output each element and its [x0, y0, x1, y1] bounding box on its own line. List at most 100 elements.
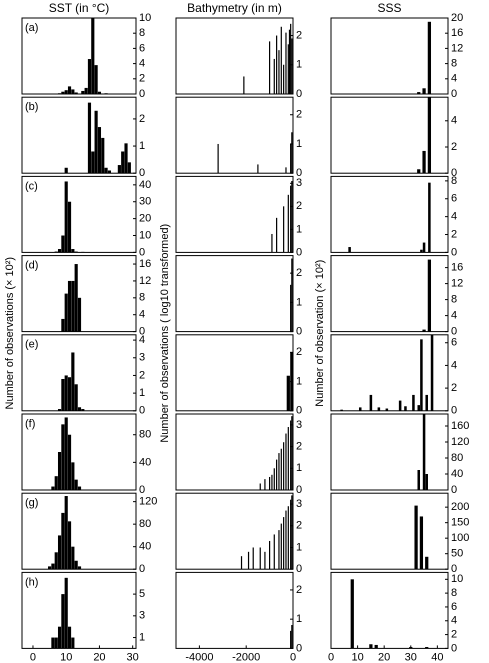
y-tick-label: 8: [139, 27, 145, 39]
panel-frame: [21, 96, 137, 174]
y-tick-label: 0: [296, 405, 302, 417]
panel-label: (d): [25, 260, 38, 272]
bar: [417, 405, 421, 411]
y-tick-label: 40: [139, 541, 151, 553]
bar: [291, 625, 293, 649]
x-tick-label: 30: [127, 651, 139, 663]
bar: [71, 280, 75, 332]
y-tick-label: 4: [451, 310, 457, 322]
bar: [127, 162, 131, 174]
bar: [377, 407, 381, 411]
bar: [257, 164, 259, 174]
y-tick-label: 0: [296, 167, 302, 179]
y-tick-label: 8: [451, 294, 457, 306]
bar: [64, 181, 68, 253]
y-axis-label: Number of observation (× 10²): [314, 260, 326, 407]
bar: [276, 217, 278, 253]
x-tick-label: 10: [351, 651, 363, 663]
bar: [61, 91, 65, 94]
panel-frame: [330, 334, 449, 412]
bar: [51, 486, 55, 490]
bar: [285, 510, 287, 570]
y-tick-label: 1: [296, 223, 302, 235]
y-tick-label: 1: [139, 631, 145, 643]
bar: [71, 637, 75, 649]
y-tick-label: 16: [139, 258, 151, 270]
bar: [74, 479, 78, 490]
bar: [285, 433, 287, 490]
x-tick-label: 0: [290, 651, 296, 663]
bar: [427, 259, 432, 332]
bar: [74, 264, 78, 332]
bar: [291, 416, 293, 490]
y-tick-label: 4: [139, 58, 145, 70]
bar: [243, 76, 245, 94]
panel-frame: [175, 96, 294, 174]
bar: [57, 409, 62, 411]
panel-frame: [175, 17, 294, 95]
bar: [283, 206, 285, 253]
panel-frame: [175, 492, 294, 570]
y-tick-label: 80: [139, 429, 151, 441]
bar: [74, 251, 78, 253]
bar: [81, 251, 85, 253]
bar: [81, 409, 85, 411]
y-tick-label: 0: [451, 642, 457, 654]
y-tick-label: 150: [451, 517, 469, 529]
panel-frame: [175, 175, 294, 253]
y-tick-label: 0: [139, 484, 145, 496]
y-tick-label: 30: [139, 196, 151, 208]
bar: [57, 626, 62, 649]
panel-frame: [330, 492, 449, 570]
bar: [374, 644, 378, 649]
y-tick-label: 2: [296, 440, 302, 452]
bar: [67, 201, 72, 253]
bar: [269, 476, 271, 490]
y-tick-label: 0: [139, 167, 145, 179]
bar: [271, 474, 273, 490]
y-tick-label: 3: [296, 498, 302, 510]
bar: [278, 453, 280, 490]
bar: [273, 534, 275, 570]
bar: [422, 242, 426, 253]
bar: [276, 35, 278, 94]
y-tick-label: 16: [451, 27, 463, 39]
bar: [404, 406, 407, 411]
bar: [290, 23, 292, 94]
bar: [425, 647, 429, 649]
bar: [278, 530, 280, 570]
y-tick-label: 1: [296, 138, 302, 150]
bar: [121, 151, 125, 174]
y-tick-label: 100: [451, 532, 469, 544]
bar: [71, 249, 75, 253]
y-tick-label: 50: [451, 548, 463, 560]
y-tick-label: 1: [139, 140, 145, 152]
bar: [417, 470, 421, 490]
bar: [430, 334, 434, 411]
column-title: SST (in °C): [49, 1, 110, 15]
y-tick-label: 4: [139, 334, 145, 346]
y-tick-label: 10: [451, 573, 463, 585]
bar: [217, 143, 219, 174]
bar: [51, 563, 55, 570]
y-tick-label: 8: [451, 58, 457, 70]
column-title: SSS: [377, 1, 401, 15]
y-tick-label: 0: [139, 326, 145, 338]
bar: [287, 427, 289, 490]
bar: [264, 479, 266, 490]
bar: [97, 91, 102, 94]
bar: [67, 86, 72, 94]
bar: [67, 521, 72, 570]
y-tick-label: 16: [451, 262, 463, 274]
bar: [67, 626, 72, 649]
panel-frame: [330, 175, 449, 253]
bar: [61, 424, 65, 490]
bar: [422, 329, 426, 332]
bar: [291, 132, 293, 174]
y-tick-label: 4: [451, 115, 457, 127]
panel-label: (f): [25, 418, 35, 430]
x-tick-label: 20: [93, 651, 105, 663]
bar: [420, 339, 423, 411]
y-tick-label: 12: [451, 42, 463, 54]
bar: [61, 594, 65, 649]
